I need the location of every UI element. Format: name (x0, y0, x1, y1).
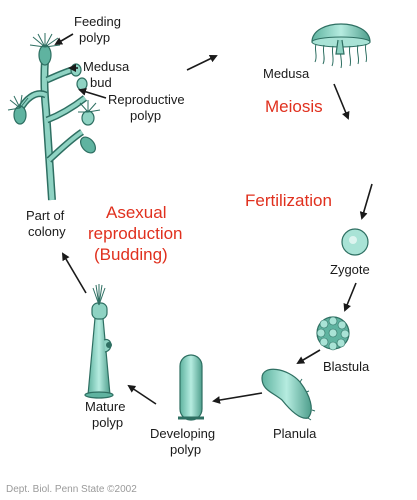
label-fertilization: Fertilization (245, 191, 332, 210)
developing-polyp-illustration (178, 354, 204, 421)
arrow-zygote-to-blastula (343, 282, 357, 312)
medusa-illustration (311, 23, 371, 69)
label-blastula: Blastula (323, 359, 370, 374)
label-mature-polyp-1: Mature (85, 399, 125, 414)
label-reproductive-polyp-1: Reproductive (108, 92, 185, 107)
label-medusa: Medusa (263, 66, 310, 81)
label-part-of-colony-1: Part of (26, 208, 65, 223)
label-feeding-polyp-1: Feeding (74, 14, 121, 29)
cycle-arrows (54, 33, 373, 405)
arrow-medusa-to-meiosis (333, 83, 350, 120)
label-asexual-1: Asexual (106, 203, 166, 222)
label-developing-polyp-2: polyp (170, 442, 201, 457)
label-planula: Planula (273, 426, 317, 441)
label-asexual-2: reproduction (88, 224, 183, 243)
blastula-illustration (316, 316, 350, 351)
arrow-developing-to-mature (127, 384, 157, 405)
label-mature-polyp-2: polyp (92, 415, 123, 430)
label-part-of-colony-2: colony (28, 224, 66, 239)
arrow-reproductive-polyp (78, 87, 107, 99)
arrow-feeding-polyp (54, 33, 74, 46)
credit-text: Dept. Biol. Penn State ©2002 (6, 484, 137, 495)
mature-polyp-illustration (84, 284, 114, 399)
colony-illustration (7, 33, 101, 201)
label-feeding-polyp-2: polyp (79, 30, 110, 45)
label-reproductive-polyp-2: polyp (130, 108, 161, 123)
arrow-colony-to-medusa (186, 55, 218, 71)
arrow-planula-to-developing (212, 392, 263, 404)
label-medusa-bud-1: Medusa (83, 59, 130, 74)
arrow-blastula-to-planula (296, 349, 321, 365)
arrow-mature-to-colony (61, 252, 87, 294)
label-asexual-3: (Budding) (94, 245, 168, 264)
label-zygote: Zygote (330, 262, 370, 277)
zygote-illustration (341, 228, 369, 256)
label-meiosis: Meiosis (265, 97, 323, 116)
label-developing-polyp-1: Developing (150, 426, 215, 441)
label-medusa-bud-2: bud (90, 75, 112, 90)
planula-illustration (261, 368, 316, 421)
arrow-fertilization-to-zygote (359, 183, 373, 220)
